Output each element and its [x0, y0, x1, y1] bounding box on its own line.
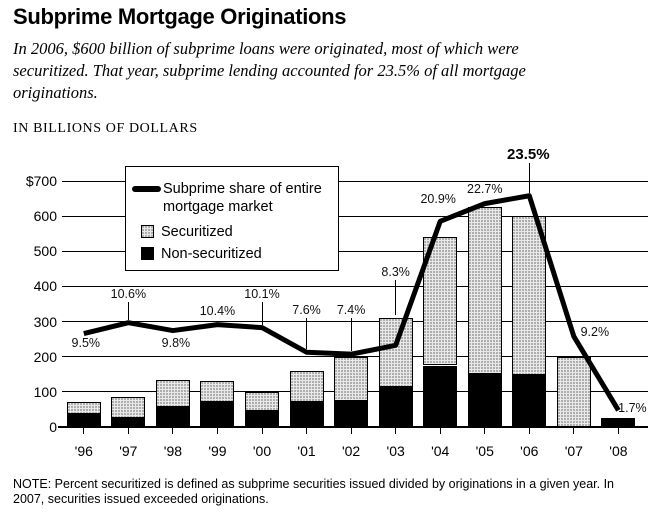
bar-securitized-segment: [423, 237, 458, 366]
x-axis-label: '01: [297, 443, 316, 459]
x-axis-label: '00: [252, 443, 272, 459]
label-leader-tick: [528, 163, 530, 193]
share-percent-label: 10.6%: [110, 287, 147, 301]
share-percent-label: 7.6%: [292, 303, 321, 317]
line-swatch-icon: [132, 186, 161, 192]
bar-securitized-segment: [111, 397, 146, 419]
x-axis-tick: [306, 428, 308, 434]
x-axis-label: '04: [431, 443, 450, 459]
x-axis-tick: [83, 428, 85, 434]
non-securitized-swatch-icon: [141, 247, 154, 261]
x-axis-tick: [528, 428, 530, 434]
bar-securitized-segment: [66, 402, 101, 414]
legend-row-line: Subprime share of entire mortgage market: [132, 180, 338, 216]
x-axis-tick: [484, 428, 486, 434]
bar-non-securitized-segment: [289, 402, 324, 427]
chart-subtitle: In 2006, $600 billion of subprime loans …: [13, 39, 526, 102]
bar-securitized-segment: [245, 391, 279, 412]
x-axis-label: '03: [386, 443, 405, 459]
y-axis-label: 500: [33, 243, 57, 260]
y-axis-label: $700: [25, 173, 57, 189]
x-axis-line: [58, 426, 648, 428]
legend-line-label: Subprime share of entire mortgage market: [163, 181, 322, 216]
bar-non-securitized-segment: [155, 406, 190, 427]
x-axis-label: '97: [119, 443, 138, 459]
x-axis-tick: [261, 428, 263, 434]
bar-non-securitized-segment: [200, 401, 235, 427]
share-percent-label: 1.7%: [618, 401, 647, 415]
share-percent-label: 10.4%: [199, 304, 236, 318]
y-axis-label: 100: [33, 383, 57, 400]
share-percent-label: 10.1%: [244, 287, 280, 301]
y-axis-label: 300: [33, 313, 57, 330]
x-axis-tick: [573, 428, 575, 434]
x-axis-tick: [395, 428, 397, 434]
bar-non-securitized-segment: [378, 386, 413, 427]
securitized-swatch-icon: [141, 225, 154, 239]
x-axis-label: '05: [475, 443, 494, 459]
x-axis-tick: [617, 428, 619, 434]
bar-non-securitized-segment: [111, 418, 146, 427]
y-axis-label: 200: [33, 348, 57, 365]
bar-non-securitized-segment: [467, 373, 502, 427]
gridline: [62, 321, 648, 323]
x-axis-label: '98: [163, 443, 183, 459]
share-percent-label: 9.5%: [71, 336, 101, 350]
bar-securitized-segment: [334, 356, 369, 401]
share-percent-label: 7.4%: [336, 303, 366, 317]
x-axis-label: '96: [74, 443, 93, 459]
y-axis-label: 600: [33, 208, 57, 225]
share-percent-label: 23.5%: [507, 146, 550, 163]
y-axis-label: 0: [49, 419, 57, 435]
share-percent-label: 9.8%: [161, 336, 191, 350]
legend-non-securitized-label: Non-securitized: [161, 246, 262, 263]
x-axis-tick: [350, 428, 352, 434]
bar-securitized-segment: [155, 379, 190, 407]
x-axis-label: '02: [341, 443, 361, 459]
bar-securitized-segment: [512, 216, 547, 376]
x-axis-tick: [127, 428, 129, 434]
bar-securitized-segment: [289, 370, 324, 403]
x-axis-label: '07: [564, 443, 583, 459]
footnote: NOTE: Percent securitized is defined as …: [13, 477, 614, 507]
label-leader-tick: [395, 280, 397, 316]
gridline: [62, 285, 648, 287]
legend-securitized-label: Securitized: [161, 224, 233, 241]
bar-non-securitized-segment: [245, 411, 279, 427]
share-percent-label: 9.2%: [580, 325, 610, 339]
legend-row-securitized: Securitized: [132, 223, 338, 241]
x-axis-tick: [439, 428, 441, 434]
bar-non-securitized-segment: [66, 413, 101, 427]
label-leader-tick: [261, 302, 263, 325]
share-percent-label: 20.9%: [420, 192, 456, 206]
bar-securitized-segment: [200, 381, 235, 402]
bar-securitized-segment: [467, 207, 502, 374]
bar-non-securitized-segment: [423, 365, 458, 427]
y-axis-label: 400: [33, 278, 57, 295]
x-axis-label: '99: [208, 443, 227, 459]
bar-non-securitized-segment: [512, 375, 547, 427]
bar-securitized-segment: [378, 318, 413, 387]
bar-non-securitized-segment: [334, 400, 369, 427]
gridline: [62, 180, 648, 182]
label-leader-tick: [127, 302, 129, 320]
label-leader-tick: [306, 318, 308, 350]
bar-securitized-segment: [556, 356, 591, 427]
label-leader-tick: [350, 318, 352, 352]
bar-non-securitized-segment: [601, 418, 636, 427]
x-axis-label: '06: [520, 443, 539, 459]
legend-row-non-securitized: Non-securitized: [132, 245, 338, 263]
page-title: Subprime Mortgage Originations: [13, 4, 347, 29]
x-axis-label: '08: [609, 443, 628, 459]
x-axis-tick: [172, 428, 174, 434]
share-percent-label: 8.3%: [381, 265, 410, 279]
x-axis-tick: [216, 428, 218, 434]
axis-units-label: IN BILLIONS OF DOLLARS: [13, 121, 198, 136]
share-percent-label: 22.7%: [467, 182, 503, 196]
legend: Subprime share of entire mortgage market…: [125, 166, 339, 271]
